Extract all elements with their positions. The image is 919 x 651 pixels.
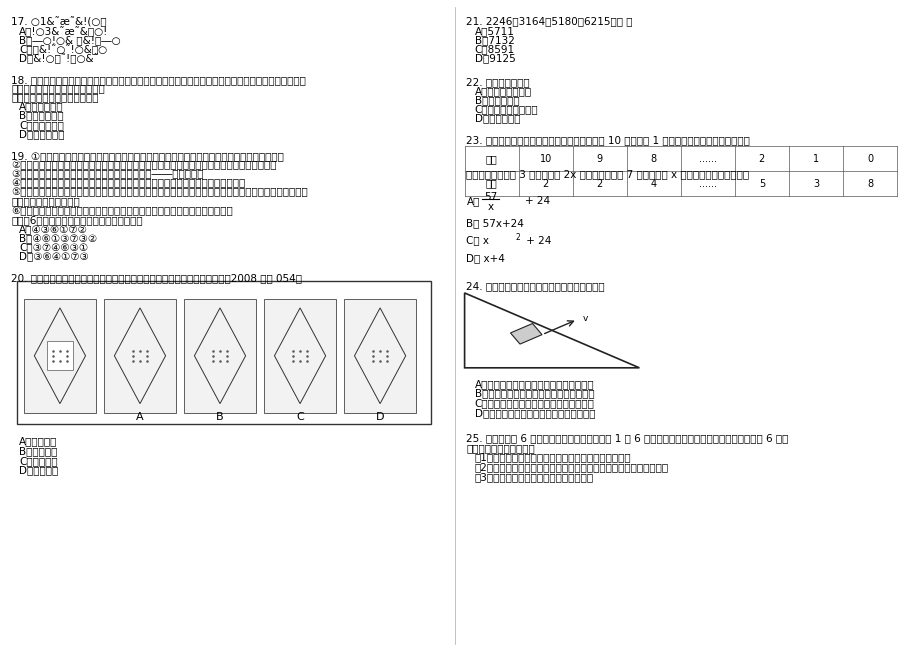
Text: C、哺乳动物：鸭嘴兽: C、哺乳动物：鸭嘴兽 <box>474 104 538 114</box>
Text: 8: 8 <box>650 154 656 164</box>
Text: D: D <box>376 412 384 422</box>
Text: A、!○3&˜æ˜&州○!: A、!○3&˜æ˜&州○! <box>19 26 108 36</box>
Text: ⑥这一新类群的发现，对于研究水甲总科中生物发光的起源与演化具有重要意义: ⑥这一新类群的发现，对于研究水甲总科中生物发光的起源与演化具有重要意义 <box>11 206 233 215</box>
Text: 17. ○1&˜æ˜&!(○州: 17. ○1&˜æ˜&!(○州 <box>11 16 107 27</box>
Text: C、8591: C、8591 <box>474 44 515 54</box>
Text: B: B <box>216 412 223 422</box>
Text: 0: 0 <box>866 154 872 164</box>
Text: D、 x+4: D、 x+4 <box>466 253 505 263</box>
Text: A、5711: A、5711 <box>474 26 514 36</box>
Text: 5: 5 <box>758 178 765 189</box>
Text: C、法家、儒家: C、法家、儒家 <box>19 120 64 130</box>
Text: ②能够生物发光的水甲总科物种大部分归属于荧类，包括荧科、光荧科、峤光荧科及华光水甲科: ②能够生物发光的水甲总科物种大部分归属于荧类，包括荧科、光荧科、峤光荧科及华光水… <box>11 160 277 170</box>
Text: D、动能不变，重力势能减少，机械能减少: D、动能不变，重力势能减少，机械能减少 <box>474 408 595 418</box>
Text: D、文科：化学: D、文科：化学 <box>474 113 519 123</box>
Text: A: A <box>136 412 143 422</box>
Text: 20. 请从所给的四个选项中，选择最合适的选项，使之呼现一定的规律性：《2008 云南 054》: 20. 请从所给的四个选项中，选择最合适的选项，使之呼现一定的规律性：《2008… <box>11 273 301 283</box>
Text: 该学者评述的两个学派分别是：: 该学者评述的两个学派分别是： <box>11 92 98 102</box>
Text: A、: A、 <box>466 196 480 206</box>
Text: 25. 学校操场有 6 条环形跑道，从外向内分别为 1 至 6 道，王伟、李明、刘平、张强、钒亮、孙新 6 人分: 25. 学校操场有 6 条环形跑道，从外向内分别为 1 至 6 道，王伟、李明、… <box>466 433 788 443</box>
Text: D、9125: D、9125 <box>474 53 515 63</box>
Text: A、④③⑥①⑦②: A、④③⑥①⑦② <box>19 224 88 234</box>
Text: 将以上6个句子重新排列，语序正确的一项是：: 将以上6个句子重新排列，语序正确的一项是： <box>11 215 142 225</box>
Text: （3）刘平在单数跑道，孙新在双数跑道；: （3）刘平在单数跑道，孙新在双数跑道； <box>474 472 593 482</box>
Text: 2: 2 <box>758 154 765 164</box>
Text: 已知，得分至少为 3 分的，人均 2x 分；得分最多为 7 分的，人均 x 分。这个班级总人数是：: 已知，得分至少为 3 分的，人均 2x 分；得分最多为 7 分的，人均 x 分。… <box>466 169 749 179</box>
Text: D、③⑥④①⑦③: D、③⑥④①⑦③ <box>19 251 89 261</box>
Bar <box>184 299 255 413</box>
Text: 3: 3 <box>812 178 818 189</box>
Text: A、儒家、道家: A、儒家、道家 <box>19 102 64 111</box>
Text: 24. 如图所示，物体沿斜面匀速滑下时，它的：: 24. 如图所示，物体沿斜面匀速滑下时，它的： <box>466 281 605 291</box>
Text: D、法家、墨家: D、法家、墨家 <box>19 129 64 139</box>
Text: 8: 8 <box>866 178 872 189</box>
Text: B、儒家、墨家: B、儒家、墨家 <box>19 111 64 120</box>
Text: B、―○!○& 州&!州―○: B、―○!○& 州&!州―○ <box>19 35 120 45</box>
Text: C、③⑦④⑥③①: C、③⑦④⑥③① <box>19 242 88 252</box>
Text: ④在陆生动物中，能进行生物发光的物种大部属于莘舆目昆虫，其中水甲总科最多见: ④在陆生动物中，能进行生物发光的物种大部属于莘舆目昆虫，其中水甲总科最多见 <box>11 178 245 188</box>
Text: B、动能不变，重力势能减少，机械能不变: B、动能不变，重力势能减少，机械能不变 <box>474 389 594 398</box>
Text: C、如图所示: C、如图所示 <box>19 456 58 465</box>
Text: 2: 2 <box>515 233 519 242</box>
Text: 18. 有学者认为，先秦时期某学派主张积极救世，做事讲求道德；另一学派以其超凡脱俧、清静自然的美: 18. 有学者认为，先秦时期某学派主张积极救世，做事讲求道德；另一学派以其超凡脱… <box>11 75 306 85</box>
Bar <box>104 299 176 413</box>
Text: （2）李明与张强隔着两个跑道，钒亮在王伟与李明中间的那个跑道；: （2）李明与张强隔着两个跑道，钒亮在王伟与李明中间的那个跑道； <box>474 462 668 472</box>
Text: A、如图所示: A、如图所示 <box>19 436 58 446</box>
Text: 19. ①除萧科于白坹纪琥瑳及一些新生代地层中有化石记录外，其他类群化石此前尚未被报道过: 19. ①除萧科于白坹纪琥瑳及一些新生代地层中有化石记录外，其他类群化石此前尚未… <box>11 151 284 161</box>
Text: 2: 2 <box>542 178 549 189</box>
Text: 21. 2246，3164，5180，6215，（ ）: 21. 2246，3164，5180，6215，（ ） <box>466 16 632 26</box>
Text: + 24: + 24 <box>525 196 550 206</box>
Text: A、动能增加，重力势能减少，机械能不变: A、动能增加，重力势能减少，机械能不变 <box>474 379 594 389</box>
Text: x: x <box>487 202 493 212</box>
Bar <box>344 299 415 413</box>
Text: 57: 57 <box>483 192 496 202</box>
Bar <box>264 299 335 413</box>
Text: 感和灵性弥补了前一学派的缺陷。: 感和灵性弥补了前一学派的缺陷。 <box>11 83 105 93</box>
Text: v: v <box>583 314 588 323</box>
Text: B、7132: B、7132 <box>474 35 514 45</box>
Text: ......: ...... <box>698 178 716 189</box>
Text: D、如图所示: D、如图所示 <box>19 465 59 475</box>
Polygon shape <box>510 324 541 344</box>
Text: C、动能增加，重力势能不变，机械能减少: C、动能增加，重力势能不变，机械能减少 <box>474 398 594 408</box>
Text: C、 x: C、 x <box>466 236 489 245</box>
Text: + 24: + 24 <box>522 236 550 245</box>
Text: 人数: 人数 <box>485 178 497 189</box>
Text: 9: 9 <box>596 154 602 164</box>
Text: 23. 某班举行数学测验，试题全部是选择题，共 10 题，每题 1 分，得分的部分统计结果如下：: 23. 某班举行数学测验，试题全部是选择题，共 10 题，每题 1 分，得分的部… <box>466 135 750 145</box>
Text: 10: 10 <box>539 154 551 164</box>
Text: 其物种很难被保存为化石: 其物种很难被保存为化石 <box>11 197 80 206</box>
Text: C、州&!˜○˜!○&州○: C、州&!˜○˜!○&州○ <box>19 44 108 55</box>
Text: B、如图所示: B、如图所示 <box>19 446 58 456</box>
Text: 别占据其中一道。已知：: 别占据其中一道。已知： <box>466 443 535 452</box>
Text: （1）王伟的两侧是单数跑道，张强的两侧是双数跑道；: （1）王伟的两侧是单数跑道，张强的两侧是双数跑道； <box>474 452 630 462</box>
Text: D、&!○州˜!州○&˜: D、&!○州˜!州○&˜ <box>19 53 99 64</box>
Text: 2: 2 <box>596 178 602 189</box>
Text: A、男教师：女青年: A、男教师：女青年 <box>474 86 531 96</box>
Text: ......: ...... <box>698 154 716 164</box>
Text: 4: 4 <box>650 178 656 189</box>
Text: 22. 胎生动物：蝴蝶: 22. 胎生动物：蝴蝶 <box>466 77 529 87</box>
Text: ⑤荧荧类分支中除华光水甲科，其他物种身体均较为柔软，部分类群的雌性还具有幼态持续现象，也正因此: ⑤荧荧类分支中除华光水甲科，其他物种身体均较为柔软，部分类群的雌性还具有幼态持续… <box>11 187 308 197</box>
Text: B、实数：正数: B、实数：正数 <box>474 95 519 105</box>
Text: C: C <box>296 412 303 422</box>
Bar <box>24 299 96 413</box>
Text: B、 57x+24: B、 57x+24 <box>466 218 524 228</box>
Bar <box>17 281 430 424</box>
Text: 得分: 得分 <box>485 154 497 164</box>
Bar <box>47 341 73 370</box>
Text: 1: 1 <box>812 154 818 164</box>
Text: B、④⑥①③⑦③②: B、④⑥①③⑦③② <box>19 233 97 243</box>
Text: ③目前，科研人员在琥珀中发现了水甲总科的新科――白荧光荧科: ③目前，科研人员在琥珀中发现了水甲总科的新科――白荧光荧科 <box>11 169 203 179</box>
